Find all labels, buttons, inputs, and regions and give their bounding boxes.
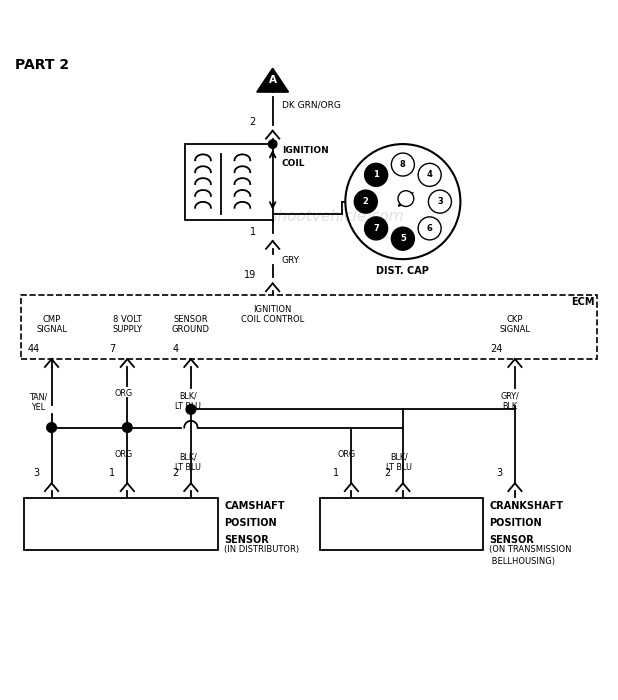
Text: TAN/
YEL: TAN/ YEL: [29, 393, 48, 412]
Text: CKP
SIGNAL: CKP SIGNAL: [499, 315, 530, 335]
Text: DIST. CAP: DIST. CAP: [376, 267, 430, 276]
Text: ORG: ORG: [114, 450, 132, 459]
Circle shape: [418, 163, 441, 186]
Text: CMP
SIGNAL: CMP SIGNAL: [36, 315, 67, 335]
Text: BLK/
LT BLU: BLK/ LT BLU: [386, 453, 412, 473]
Text: 19: 19: [243, 270, 256, 280]
Text: 2: 2: [363, 197, 369, 206]
Circle shape: [418, 217, 441, 240]
Text: CAMSHAFT: CAMSHAFT: [224, 501, 285, 512]
Bar: [320, 498, 483, 550]
Polygon shape: [257, 69, 289, 92]
Text: POSITION: POSITION: [489, 519, 542, 528]
Text: 2: 2: [384, 468, 391, 478]
Text: 1: 1: [373, 170, 379, 179]
Circle shape: [122, 423, 132, 433]
Circle shape: [354, 190, 378, 213]
Circle shape: [47, 423, 56, 433]
Text: 8 VOLT
SUPPLY: 8 VOLT SUPPLY: [112, 315, 142, 335]
Text: ORG: ORG: [114, 389, 132, 398]
Circle shape: [391, 228, 415, 250]
Text: 4: 4: [172, 344, 179, 354]
Bar: [185, 144, 273, 220]
Text: 3: 3: [497, 468, 503, 478]
Text: 5: 5: [400, 234, 406, 243]
Text: CRANKSHAFT: CRANKSHAFT: [489, 501, 564, 512]
Circle shape: [365, 217, 387, 240]
Bar: [22, 295, 597, 359]
Text: BLK/
LT BLU: BLK/ LT BLU: [175, 453, 201, 473]
Text: 2: 2: [250, 117, 256, 127]
Text: 7: 7: [373, 224, 379, 233]
Text: 24: 24: [491, 344, 503, 354]
Text: GRY: GRY: [282, 256, 300, 265]
Text: 1: 1: [333, 468, 339, 478]
Text: IGNITION: IGNITION: [282, 146, 329, 155]
Text: 1: 1: [109, 468, 115, 478]
Text: (IN DISTRIBUTOR): (IN DISTRIBUTOR): [224, 545, 299, 554]
Circle shape: [365, 163, 387, 186]
Text: A: A: [269, 75, 277, 85]
Text: POSITION: POSITION: [224, 519, 277, 528]
Text: 1: 1: [250, 228, 256, 237]
Circle shape: [398, 190, 414, 206]
Circle shape: [428, 190, 451, 213]
Text: ORG: ORG: [337, 450, 355, 459]
Text: GRY/
BLK: GRY/ BLK: [501, 391, 520, 411]
Text: 44: 44: [27, 344, 40, 354]
Text: COIL: COIL: [282, 159, 305, 168]
Text: (ON TRANSMISSION: (ON TRANSMISSION: [489, 545, 572, 554]
Text: PART 2: PART 2: [15, 58, 69, 72]
Bar: [24, 498, 218, 550]
Text: troubleshootvehicle.com: troubleshootvehicle.com: [214, 209, 404, 224]
Text: ECM: ECM: [572, 297, 595, 307]
Text: 3: 3: [33, 468, 40, 478]
Text: IGNITION
COIL CONTROL: IGNITION COIL CONTROL: [241, 304, 304, 324]
Circle shape: [391, 153, 415, 176]
Text: 8: 8: [400, 160, 406, 169]
Text: 2: 2: [172, 468, 179, 478]
Text: DK GRN/ORG: DK GRN/ORG: [282, 100, 341, 109]
Text: BELLHOUSING): BELLHOUSING): [489, 557, 556, 566]
Circle shape: [186, 405, 196, 414]
Text: SENSOR: SENSOR: [489, 536, 534, 545]
Text: 4: 4: [426, 170, 433, 179]
Text: SENSOR
GROUND: SENSOR GROUND: [172, 315, 210, 335]
Text: BLK/
LT BLU: BLK/ LT BLU: [175, 391, 201, 411]
Circle shape: [268, 140, 277, 148]
Text: SENSOR: SENSOR: [224, 536, 269, 545]
Text: 6: 6: [426, 224, 433, 233]
Text: 7: 7: [109, 344, 115, 354]
Text: 3: 3: [437, 197, 443, 206]
